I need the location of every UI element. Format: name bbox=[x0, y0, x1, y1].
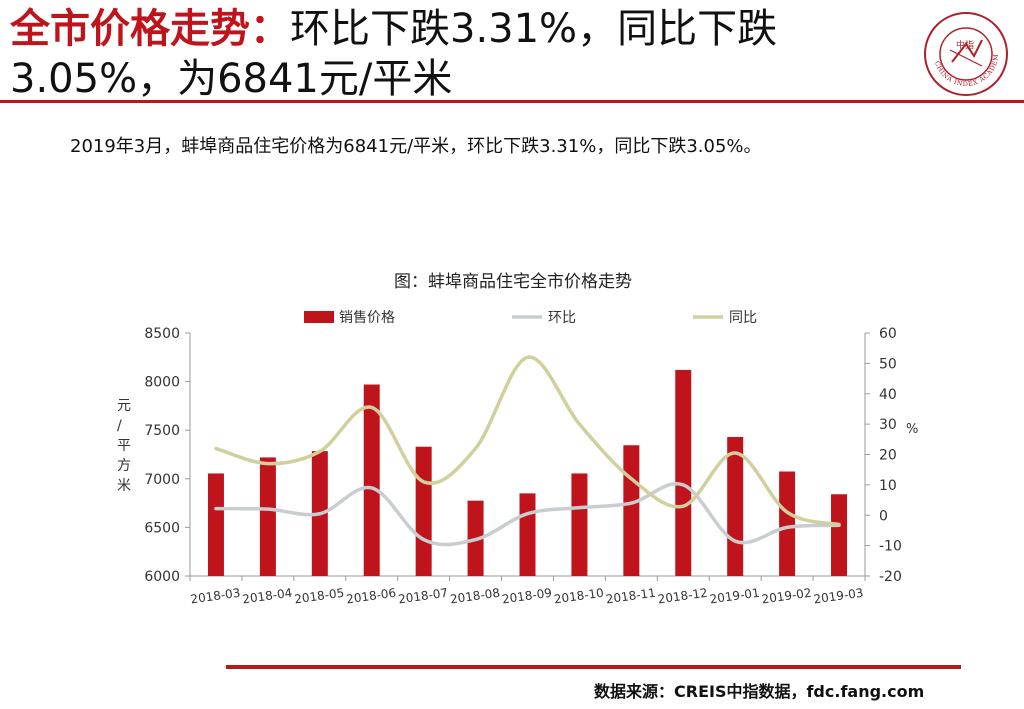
x-tick-label: 2018-06 bbox=[345, 586, 397, 607]
x-tick-label: 2018-11 bbox=[605, 586, 657, 607]
x-tick-label: 2018-09 bbox=[501, 586, 553, 607]
right-axis-tick-label: 50 bbox=[879, 356, 897, 372]
x-tick-label: 2018-05 bbox=[293, 586, 345, 607]
x-tick-label: 2019-03 bbox=[813, 586, 865, 607]
price-bar bbox=[675, 369, 692, 576]
data-source-text: 数据来源：CREIS中指数据，fdc.fang.com bbox=[594, 682, 925, 701]
yoy-line bbox=[214, 355, 841, 527]
price-trend-chart: 图：蚌埠商品住宅全市价格走势 销售价格 环比 同比 6000 6500 7000 7500… bbox=[117, 272, 918, 607]
legend-swatch-price bbox=[304, 311, 334, 323]
right-axis-tick-label: 60 bbox=[879, 326, 897, 342]
price-bar bbox=[779, 471, 796, 576]
x-tick-label: 2018-03 bbox=[190, 586, 242, 607]
price-bar bbox=[727, 437, 744, 576]
summary-text: 2019年3月，蚌埠商品住宅价格为6841元/平米，环比下跌3.31%，同比下跌… bbox=[70, 136, 762, 157]
price-bar bbox=[207, 473, 224, 576]
left-axis-tick-label: 7000 bbox=[144, 472, 180, 488]
footer-divider bbox=[226, 665, 961, 669]
right-axis-tick-label: 0 bbox=[879, 508, 888, 524]
price-bar bbox=[519, 493, 536, 576]
chart-legend: 销售价格 环比 同比 bbox=[304, 310, 757, 326]
right-axis-tick-label: 30 bbox=[879, 417, 897, 433]
slide-title-highlight: 全市价格走势： bbox=[10, 6, 290, 52]
x-tick-labels: 2018-03 2018-04 2018-05 2018-06 2018-07 2018-… bbox=[190, 586, 865, 607]
left-axis-tick-label: 8000 bbox=[144, 375, 180, 391]
x-tick-label: 2018-08 bbox=[449, 586, 501, 607]
left-axis-tick-label: 6000 bbox=[144, 569, 180, 585]
logo-center-text: 中指 bbox=[956, 39, 974, 51]
left-axis-tick-label: 6500 bbox=[144, 520, 180, 536]
x-tick-label: 2019-02 bbox=[761, 586, 813, 607]
x-tick-label: 2018-04 bbox=[242, 586, 294, 607]
left-axis-tick-label: 7500 bbox=[144, 423, 180, 439]
legend-label-mom: 环比 bbox=[548, 310, 576, 326]
line-series bbox=[214, 355, 841, 547]
right-axis-tick-label: -20 bbox=[879, 569, 902, 585]
price-bar bbox=[831, 494, 848, 576]
price-bar bbox=[571, 473, 588, 576]
left-axis-tick-label: 8500 bbox=[144, 326, 180, 342]
china-index-academy-seal-icon: 中指 CHINA INDEX ACADEMY bbox=[922, 10, 1008, 96]
bar-series bbox=[207, 369, 848, 576]
x-tick-label: 2019-01 bbox=[709, 586, 761, 607]
right-axis-tick-label: 20 bbox=[879, 448, 897, 464]
title-divider bbox=[0, 100, 1024, 103]
chart-title: 图：蚌埠商品住宅全市价格走势 bbox=[394, 272, 632, 292]
price-bar bbox=[415, 446, 432, 576]
right-axis-tick-label: 40 bbox=[879, 387, 897, 403]
price-bar bbox=[259, 457, 276, 576]
legend-label-yoy: 同比 bbox=[729, 310, 757, 326]
price-bar bbox=[623, 445, 640, 576]
right-axis-tick-label: 10 bbox=[879, 478, 897, 494]
x-tick-label: 2018-07 bbox=[397, 586, 449, 607]
x-tick-label: 2018-12 bbox=[657, 586, 709, 607]
left-axis-title: 元/平方米 bbox=[117, 398, 131, 494]
x-tick-label: 2018-10 bbox=[553, 586, 605, 607]
slide-title: 全市价格走势：环比下跌3.31%，同比下跌3.05%，为6841元/平米 bbox=[10, 4, 910, 104]
slide-title-rest: 环比下跌3.31%，同比下跌3.05%，为6841元/平米 bbox=[10, 6, 778, 102]
right-axis-tick-label: -10 bbox=[879, 539, 902, 555]
chart-axes: 6000 6500 7000 7500 8000 8500 -20 -10 0 10 20 30 40 5… bbox=[117, 326, 918, 585]
right-axis-title: % bbox=[906, 422, 918, 437]
price-bar bbox=[363, 384, 380, 576]
legend-label-price: 销售价格 bbox=[339, 310, 395, 326]
